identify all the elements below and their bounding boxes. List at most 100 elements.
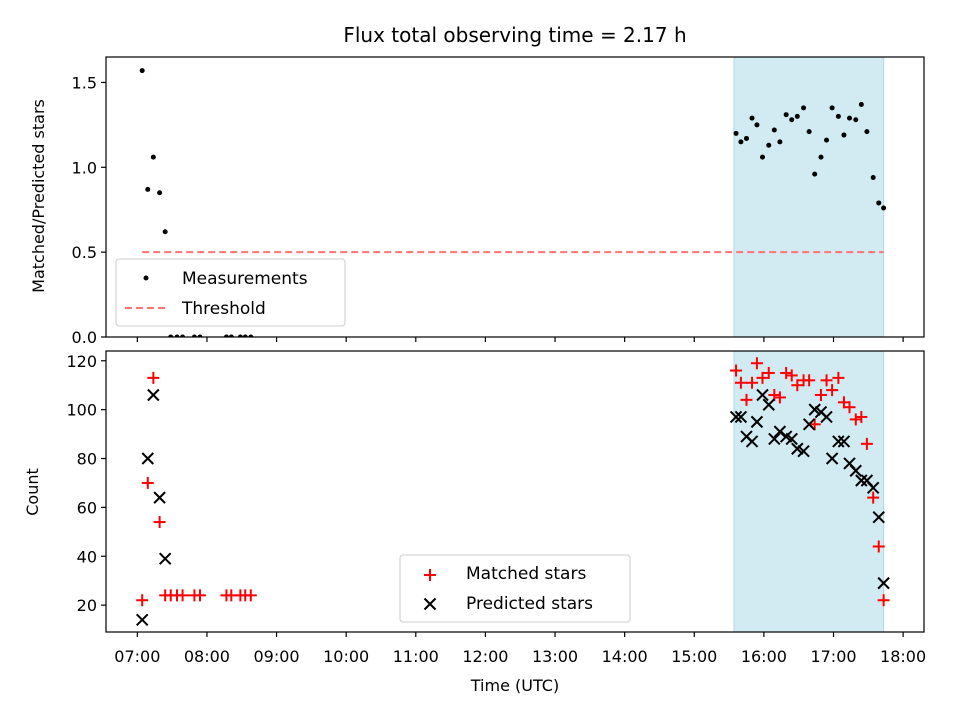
x-tick-label: 15:00 <box>671 647 717 666</box>
measurement-point <box>829 105 835 111</box>
measurement-point <box>754 122 760 128</box>
matched-star-point <box>153 516 166 529</box>
predicted-star-marker-b <box>729 410 743 424</box>
predicted-star-point <box>135 613 149 626</box>
predicted-star-point <box>141 452 154 465</box>
matched-star-point <box>860 437 873 450</box>
matched-star-point <box>780 366 793 379</box>
matched-star-point <box>141 476 154 489</box>
x-tick-label: 07:00 <box>114 647 160 666</box>
y-tick-label: 0.5 <box>72 243 97 262</box>
matched-star-point <box>849 413 862 426</box>
measurement-point <box>777 139 783 145</box>
measurement-point <box>789 117 795 123</box>
predicted-star-point <box>785 432 798 446</box>
legend-counts: Matched stars Predicted stars <box>399 554 631 623</box>
legend-label-threshold: Threshold <box>181 299 266 319</box>
measurement-point <box>876 200 882 206</box>
measurement-point <box>180 334 186 337</box>
matched-star-point <box>746 376 759 389</box>
predicted-star-point <box>872 510 885 524</box>
measurement-point <box>191 334 197 337</box>
predicted-star-marker-b <box>843 457 856 470</box>
legend-label-matched: Matched stars <box>466 564 586 584</box>
predicted-star-point <box>729 410 743 424</box>
matched-star-point <box>244 589 257 602</box>
predicted-star-marker-b <box>147 388 160 402</box>
measurement-point <box>858 102 864 108</box>
matched-star-point <box>803 374 816 387</box>
matched-star-point <box>843 401 856 414</box>
predicted-star-marker-b <box>768 432 781 446</box>
measurement-point <box>248 334 254 337</box>
predicted-star-point <box>825 452 839 465</box>
matched-star-point <box>734 376 747 389</box>
measurement-point <box>733 130 739 136</box>
y-axis-label-ratio: Matched/Predicted stars <box>29 99 48 293</box>
predicted-star-point <box>866 481 880 495</box>
x-tick-label: 14:00 <box>602 647 648 666</box>
matched-star-point <box>750 357 763 370</box>
measurement-point <box>801 105 807 111</box>
x-tick-label: 16:00 <box>741 647 787 666</box>
x-tick-label: 09:00 <box>254 647 300 666</box>
predicted-star-point <box>158 552 172 565</box>
x-tick-label: 12:00 <box>462 647 508 666</box>
matched-star-point <box>820 374 833 387</box>
x-tick-label: 08:00 <box>184 647 230 666</box>
measurement-point <box>150 154 156 160</box>
predicted-star-marker-b <box>779 430 793 443</box>
matched-star-point <box>762 366 775 379</box>
legend-marker-measurements <box>143 275 149 281</box>
predicted-star-point <box>756 388 769 402</box>
matched-star-point <box>147 371 160 384</box>
predicted-star-marker-b <box>837 435 851 448</box>
predicted-star-marker-b <box>734 410 748 424</box>
legend-label-predicted: Predicted stars <box>466 594 593 614</box>
y-tick-label: 0.0 <box>72 328 97 347</box>
measurement-point <box>864 129 870 135</box>
matched-star-point <box>136 594 149 607</box>
matched-star-point <box>773 391 786 404</box>
measurement-point <box>139 68 145 74</box>
panel-counts: Count 20 40 60 80 100 120 07:00 08:00 09:00 10:00… <box>23 350 926 666</box>
y-tick-label: 20 <box>77 596 97 615</box>
chart-title: Flux total observing time = 2.17 h <box>343 23 686 47</box>
measurement-point <box>771 127 777 133</box>
series-group <box>139 68 887 337</box>
measurement-point <box>168 334 174 337</box>
predicted-star-point <box>768 432 781 446</box>
matched-star-point <box>832 371 845 384</box>
matched-star-point <box>756 371 769 384</box>
measurement-point <box>870 174 876 180</box>
measurement-point <box>223 334 229 337</box>
y-tick-label: 100 <box>66 401 97 420</box>
predicted-star-marker-b <box>791 442 804 455</box>
measurement-point <box>783 112 789 118</box>
measurement-point <box>242 334 248 337</box>
measurement-point <box>162 229 168 235</box>
legend-ratio: Measurements Threshold <box>115 258 346 327</box>
predicted-star-marker-b <box>773 425 787 438</box>
predicted-star-marker-b <box>849 464 862 477</box>
x-tick-label: 18:00 <box>880 647 926 666</box>
x-tick-label: 17:00 <box>810 647 856 666</box>
predicted-star-marker-b <box>877 576 890 590</box>
plot-frame <box>105 56 925 338</box>
predicted-star-marker-b <box>855 474 868 487</box>
measurement-point <box>743 135 749 141</box>
measurement-point <box>824 137 830 143</box>
predicted-star-marker-b <box>756 388 769 402</box>
predicted-star-marker-b <box>785 432 798 446</box>
predicted-star-marker-b <box>820 410 833 424</box>
plot-frame <box>105 350 925 633</box>
predicted-star-point <box>734 410 748 424</box>
matched-star-point <box>740 393 753 406</box>
matched-star-point <box>791 379 804 392</box>
measurement-point <box>197 334 203 337</box>
matched-star-point <box>768 388 781 401</box>
y-tick-label: 40 <box>77 547 97 566</box>
predicted-star-marker-b <box>141 452 154 465</box>
predicted-star-point <box>832 435 845 448</box>
